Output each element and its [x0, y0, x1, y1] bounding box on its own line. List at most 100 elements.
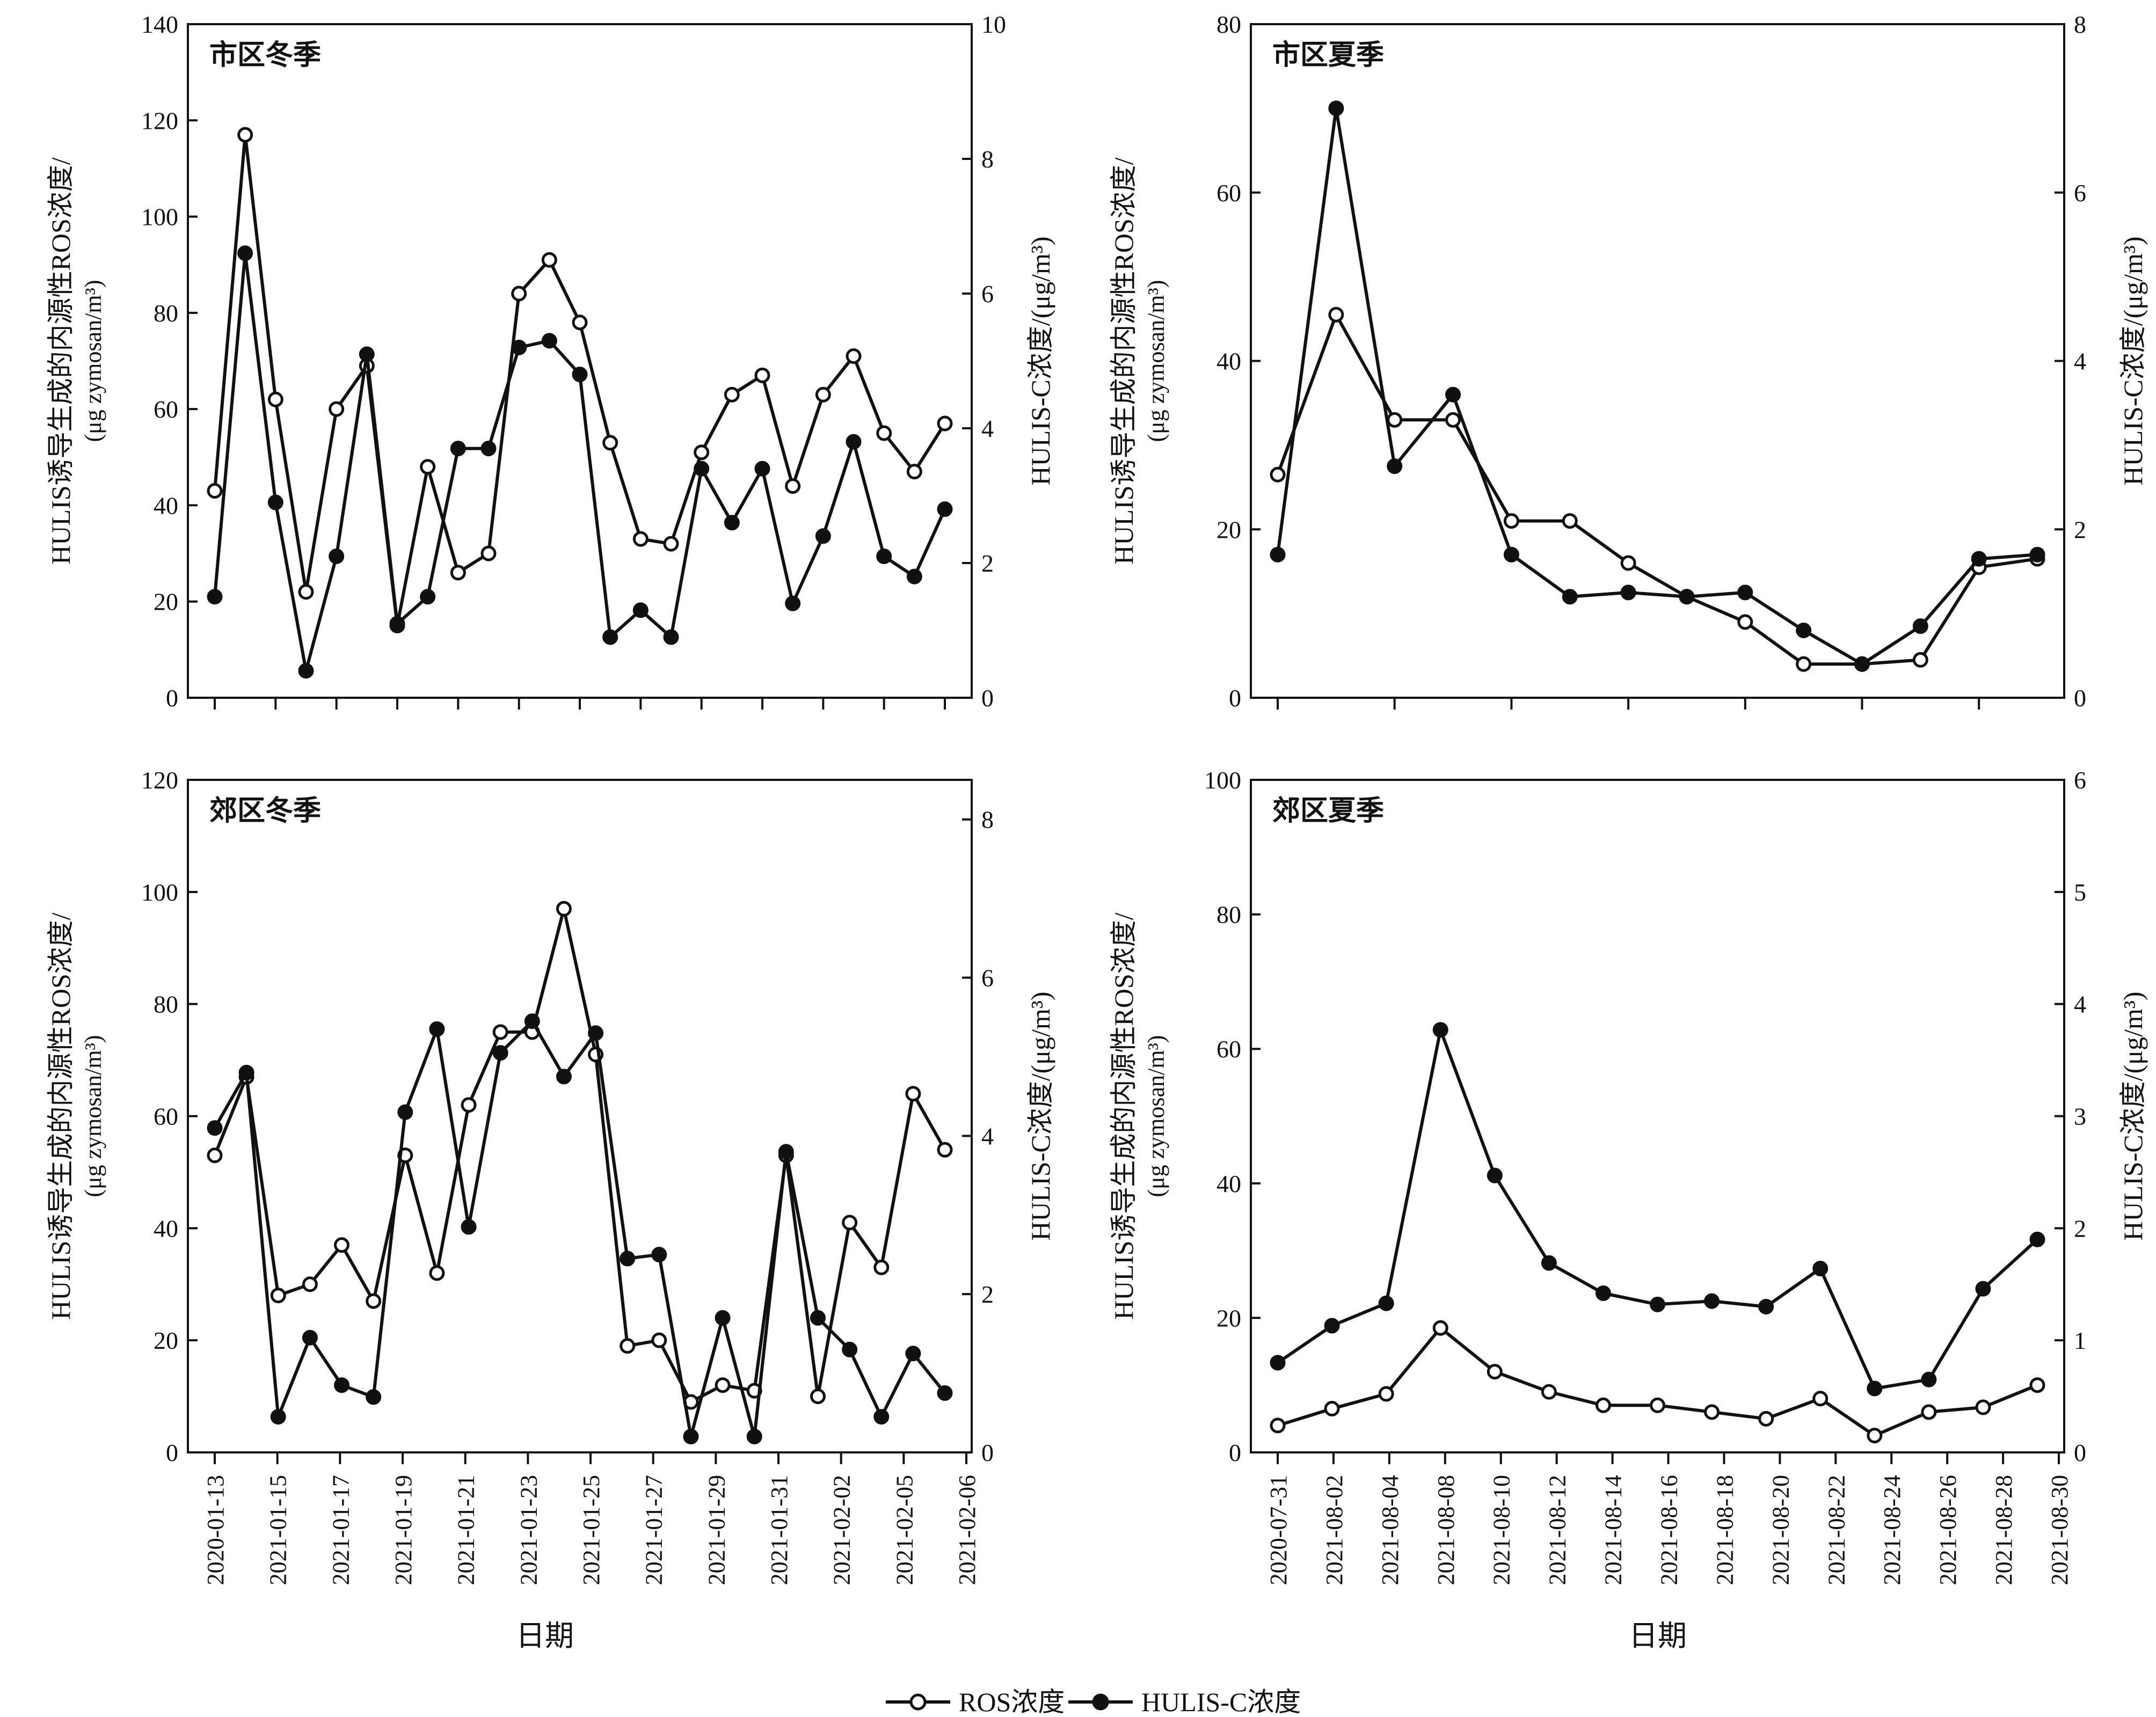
hulis-point	[366, 1389, 382, 1405]
y-left-tick-label: 60	[154, 396, 178, 423]
hulis-point	[207, 1120, 223, 1136]
y-left-tick-label: 0	[166, 684, 178, 712]
hulis-point	[429, 1021, 445, 1037]
ros-point	[461, 1097, 477, 1113]
hulis-point	[2029, 546, 2045, 562]
hulis-point	[1912, 618, 1928, 634]
hulis-point	[270, 1409, 286, 1425]
y-right-tick-label: 4	[2074, 991, 2086, 1018]
ros-point	[420, 459, 436, 475]
chart-urban-winter: 0 20 40 60 80 100 120 140 0 2 4 6 8 10 市区冬季 HULIS诱导生成的内…	[46, 11, 1055, 712]
y-right-tick-label: 2	[2074, 516, 2086, 543]
x-tick-label: 2021-08-08	[1433, 1475, 1459, 1585]
ros-point	[541, 252, 557, 268]
hulis-point	[1679, 589, 1695, 605]
ros-point	[1328, 306, 1344, 323]
y-left-axis-title: HULIS诱导生成的内源性ROS浓度/(μg zymosan/m³)	[46, 157, 106, 564]
x-tick-label: 2020-01-13	[202, 1475, 229, 1585]
hulis-point	[329, 548, 345, 564]
x-tick-label: 2021-08-10	[1489, 1475, 1515, 1585]
hulis-point	[397, 1104, 413, 1120]
y-left-axis-title-line: (μg zymosan/m³)	[1143, 280, 1169, 442]
y-right-tick-label: 2	[2074, 1215, 2086, 1242]
ros-point	[267, 391, 283, 407]
x-tick-label: 2021-01-19	[390, 1475, 417, 1585]
ros-point	[632, 531, 649, 547]
hulis-point	[1620, 584, 1636, 601]
x-axis-title-left: 日期	[516, 1620, 574, 1652]
y-left-tick-label: 20	[154, 1327, 178, 1354]
y-left-tick-label: 40	[154, 492, 178, 519]
plot-frame	[1250, 779, 2065, 1453]
legend-ros-marker	[909, 1693, 927, 1711]
y-right-tick-label: 8	[2074, 11, 2086, 38]
x-tick-label: 2021-01-15	[265, 1475, 292, 1585]
hulis-point	[620, 1251, 636, 1267]
x-tick-label: 2021-08-14	[1600, 1475, 1627, 1585]
ros-point	[302, 1276, 318, 1292]
hulis-point	[810, 1310, 826, 1326]
x-tick-label: 2021-08-02	[1321, 1475, 1348, 1585]
y-right-axis-title: HULIS-C浓度/(μg/m³)	[1025, 237, 1055, 486]
y-left-tick-label: 0	[166, 1439, 178, 1466]
hulis-point	[846, 434, 862, 450]
y-left-tick-label: 100	[1204, 766, 1241, 794]
y-left-tick-label: 0	[1229, 684, 1241, 712]
ros-point	[1620, 555, 1636, 571]
hulis-point	[715, 1310, 731, 1326]
x-tick-label: 2021-08-26	[1935, 1475, 1961, 1585]
x-tick-label: 2021-08-12	[1545, 1475, 1571, 1585]
y-left-tick-label: 80	[154, 299, 178, 327]
hulis-point	[683, 1429, 699, 1445]
hulis-point	[556, 1069, 572, 1085]
legend-hulis-marker	[1092, 1693, 1109, 1711]
hulis-point	[1324, 1318, 1340, 1334]
y-left-tick-label: 20	[154, 588, 178, 616]
hulis-point	[237, 245, 253, 261]
hulis-point	[480, 441, 497, 457]
hulis-point	[1595, 1285, 1611, 1301]
y-right-tick-label: 8	[981, 806, 994, 834]
y-left-tick-label: 80	[1217, 11, 1241, 38]
ros-point	[1562, 513, 1578, 529]
y-right-axis-title: HULIS-C浓度/(μg/m³)	[1025, 992, 1055, 1241]
hulis-point	[207, 589, 223, 605]
hulis-point	[1704, 1293, 1720, 1309]
x-axis-title-right: 日期	[1629, 1620, 1687, 1652]
chart-title: 市区冬季	[209, 40, 321, 71]
hulis-point	[1387, 458, 1403, 474]
ros-point	[724, 386, 740, 403]
y-right-tick-label: 4	[2074, 348, 2086, 375]
ros-point	[1758, 1411, 1774, 1427]
y-left-axis-title-line: (μg zymosan/m³)	[80, 280, 106, 442]
ros-point	[1912, 652, 1928, 668]
hulis-point	[334, 1377, 350, 1393]
ros-point	[1503, 513, 1519, 529]
x-tick-label: 2021-08-28	[1991, 1475, 2017, 1585]
x-tick-label: 2021-08-04	[1377, 1475, 1403, 1585]
hulis-point	[1921, 1371, 1937, 1387]
ros-point	[1867, 1428, 1883, 1444]
x-tick-label: 2021-01-27	[641, 1475, 667, 1585]
hulis-point	[267, 494, 283, 510]
hulis-point	[1650, 1296, 1665, 1312]
x-tick-label: 2021-08-18	[1711, 1475, 1738, 1585]
ros-point	[873, 1259, 890, 1275]
hulis-series-line	[1276, 106, 2038, 666]
ros-point	[1445, 412, 1461, 428]
x-tick-label: 2021-08-16	[1656, 1475, 1682, 1585]
y-left-tick-label: 140	[141, 11, 178, 38]
plot-frame	[1250, 23, 2065, 699]
y-right-tick-label: 0	[981, 684, 994, 712]
hulis-point	[450, 441, 466, 457]
x-tick-label: 2020-07-31	[1265, 1475, 1292, 1585]
ros-point	[1270, 1418, 1286, 1434]
ros-point	[815, 386, 831, 403]
hulis-point	[1503, 546, 1519, 562]
hulis-point	[1796, 623, 1812, 638]
ros-point	[207, 1148, 223, 1164]
y-left-tick-label: 100	[141, 203, 178, 231]
hulis-point	[572, 367, 588, 383]
ros-point	[329, 401, 345, 417]
